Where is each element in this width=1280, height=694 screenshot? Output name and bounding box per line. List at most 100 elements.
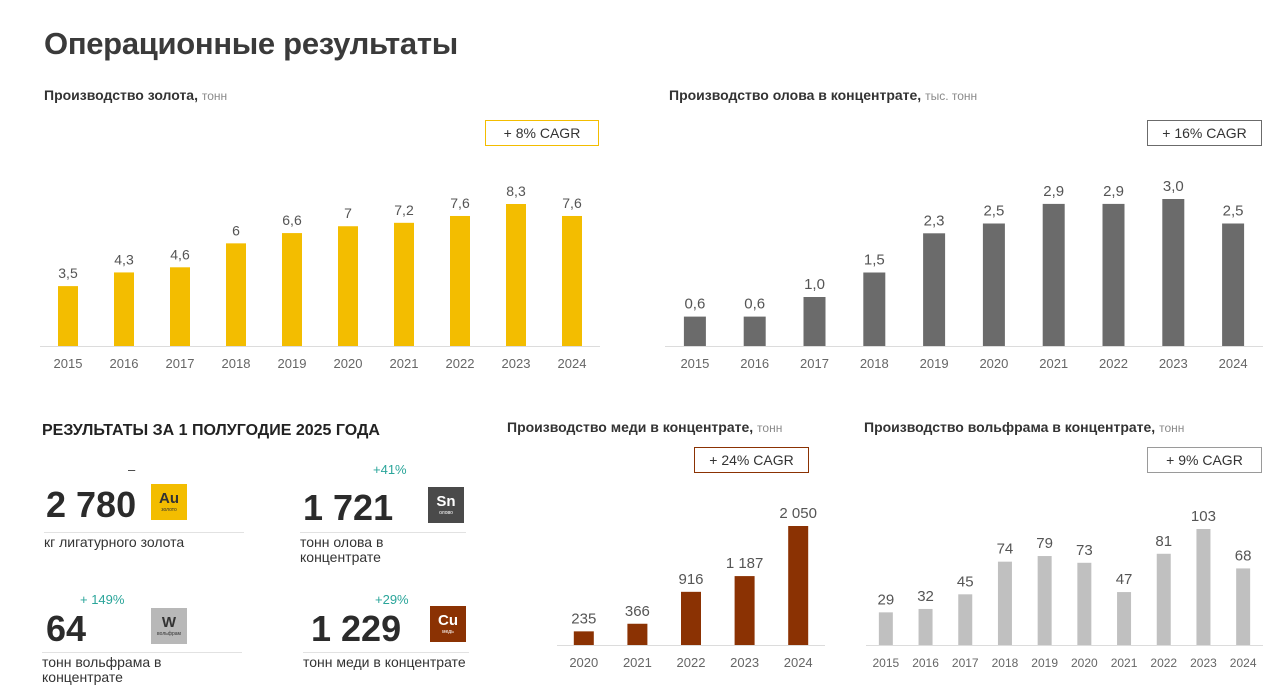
data-label-2020: 73 (1076, 542, 1093, 559)
tin-element-tile: Sn олово (428, 487, 464, 523)
x-tick-2024: 2024 (1219, 356, 1248, 371)
x-tick-2023: 2023 (1190, 656, 1217, 670)
bar-2023 (506, 204, 526, 346)
data-label-2022: 916 (678, 571, 703, 588)
tungsten-kpi-value: 64 (46, 608, 87, 649)
bar-2018 (997, 561, 1012, 645)
data-label-2015: 29 (878, 591, 895, 608)
copper-chart-unit: тонн (757, 421, 783, 435)
bar-2019 (282, 233, 302, 346)
bar-2016 (114, 272, 134, 346)
gold-element-symbol: Au (159, 490, 179, 507)
x-tick-2022: 2022 (446, 356, 475, 371)
tungsten-element-name: вольфрам (157, 631, 181, 637)
data-label-2021: 366 (625, 603, 650, 620)
data-label-2016: 0,6 (744, 296, 765, 313)
data-label-2017: 4,6 (170, 246, 190, 262)
x-tick-2018: 2018 (860, 356, 889, 371)
x-tick-2017: 2017 (800, 356, 829, 371)
bar-2018 (863, 272, 886, 346)
data-label-2023: 103 (1191, 508, 1216, 525)
bar-2017 (958, 594, 973, 645)
bar-2016 (743, 316, 766, 346)
tin-chart-unit: тыс. тонн (925, 89, 978, 103)
bar-2018 (226, 243, 246, 346)
copper-kpi-label: тонн меди в концентрате (303, 652, 469, 670)
x-tick-2021: 2021 (390, 356, 419, 371)
bar-2020 (338, 226, 358, 346)
data-label-2015: 0,6 (684, 296, 705, 313)
data-label-2018: 74 (997, 541, 1014, 558)
data-label-2021: 2,9 (1043, 183, 1064, 200)
x-tick-2020: 2020 (979, 356, 1008, 371)
bar-2022 (450, 215, 470, 346)
bar-2021 (1117, 592, 1132, 645)
tin-chart-title: Производство олова в концентрате, тыс. т… (669, 87, 977, 103)
x-tick-2021: 2021 (1039, 356, 1068, 371)
bar-2024 (1222, 223, 1245, 346)
x-tick-2016: 2016 (110, 356, 139, 371)
tin-cagr-badge: + 16% CAGR (1147, 120, 1262, 146)
tungsten-element-tile: W вольфрам (151, 608, 187, 644)
data-label-2016: 4,3 (114, 251, 134, 267)
data-label-2017: 45 (957, 573, 974, 590)
data-label-2019: 2,3 (924, 212, 945, 229)
copper-cagr-badge: + 24% CAGR (694, 447, 809, 473)
bar-2020 (573, 631, 594, 645)
gold-element-tile: Au золото (151, 484, 187, 520)
bar-2015 (58, 286, 78, 346)
x-tick-2024: 2024 (558, 356, 587, 371)
gold-element-name: золото (161, 507, 177, 513)
bar-2021 (627, 623, 648, 645)
x-tick-2019: 2019 (920, 356, 949, 371)
tungsten-element-symbol: W (161, 614, 177, 631)
bar-2024 (788, 526, 809, 645)
tungsten-cagr-badge: + 9% CAGR (1147, 447, 1262, 473)
data-label-2021: 7,2 (394, 202, 414, 218)
copper-kpi-change: +29% (375, 592, 409, 607)
x-tick-2024: 2024 (784, 655, 813, 670)
bar-2022 (1102, 203, 1125, 346)
x-tick-2020: 2020 (569, 655, 598, 670)
results-title: РЕЗУЛЬТАТЫ ЗА 1 ПОЛУГОДИЕ 2025 ГОДА (42, 422, 380, 439)
copper-kpi-value: 1 229 (311, 608, 402, 649)
x-tick-2020: 2020 (1071, 656, 1098, 670)
x-tick-2016: 2016 (912, 656, 939, 670)
gold-chart-title: Производство золота, тонн (44, 87, 227, 103)
x-tick-2019: 2019 (1031, 656, 1058, 670)
bar-2023 (1196, 529, 1211, 645)
tungsten-chart-unit: тонн (1159, 421, 1185, 435)
x-tick-2021: 2021 (623, 655, 652, 670)
data-label-2024: 68 (1235, 547, 1252, 564)
data-label-2018: 1,5 (864, 252, 885, 269)
data-label-2022: 7,6 (450, 195, 470, 211)
copper-element-name: медь (442, 629, 454, 635)
copper-element-tile: Cu медь (430, 606, 466, 642)
tungsten-chart-title: Производство вольфрама в концентрате, то… (864, 419, 1184, 435)
x-tick-2022: 2022 (677, 655, 706, 670)
x-tick-2017: 2017 (952, 656, 979, 670)
bar-2016 (918, 608, 933, 645)
bar-2023 (734, 576, 755, 645)
data-label-2024: 2 050 (779, 505, 817, 522)
gold-kpi-label: кг лигатурного золота (44, 532, 244, 550)
bar-2017 (170, 267, 190, 346)
bar-2015 (683, 316, 706, 346)
gold-kpi-change: – (128, 462, 136, 477)
x-tick-2023: 2023 (1159, 356, 1188, 371)
tungsten-chart-title-text: Производство вольфрама в концентрате, (864, 419, 1156, 435)
data-label-2018: 6 (232, 222, 240, 238)
data-label-2020: 235 (571, 610, 596, 627)
tin-kpi-change: +41% (373, 462, 407, 477)
bar-2021 (1042, 203, 1065, 346)
data-label-2022: 81 (1155, 533, 1172, 550)
bar-2021 (394, 222, 414, 346)
tin-kpi-value: 1 721 (303, 487, 394, 528)
x-tick-2015: 2015 (680, 356, 709, 371)
gold-chart-title-text: Производство золота, (44, 87, 198, 103)
x-tick-2022: 2022 (1099, 356, 1128, 371)
copper-chart-title: Производство меди в концентрате, тонн (507, 419, 782, 435)
